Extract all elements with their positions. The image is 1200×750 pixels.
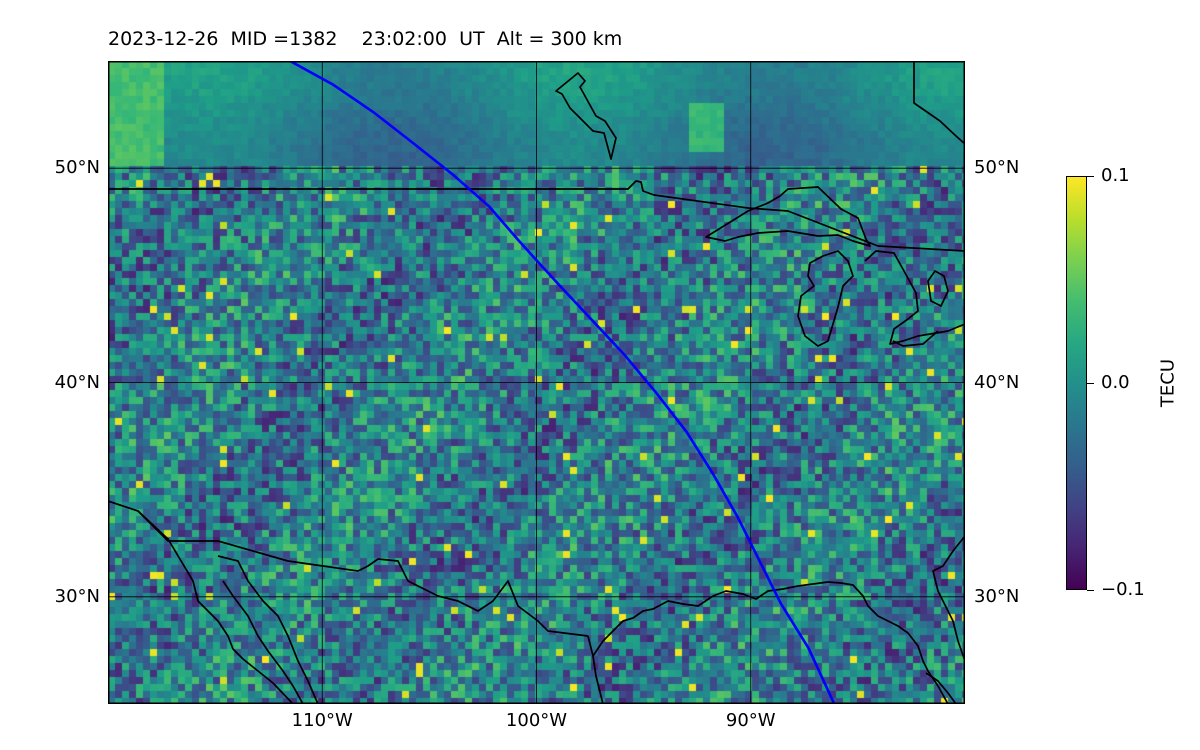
title-date: 2023-12-26 — [108, 28, 219, 50]
colorbar-tick-label: 0.0 — [1101, 372, 1130, 393]
lake-huron — [864, 250, 965, 345]
plot-title: 2023-12-26 MID =1382 23:02:00 UT Alt = 3… — [108, 28, 622, 50]
coastlines — [108, 61, 965, 704]
lat-label-left: 40°N — [54, 371, 100, 393]
lake-erie-ontario — [892, 330, 939, 347]
lat-label-right: 30°N — [974, 585, 1020, 607]
title-mid: MID =1382 — [230, 28, 338, 50]
title-time: 23:02:00 — [361, 28, 447, 50]
cuba-hint — [925, 672, 957, 704]
baja-coast — [108, 500, 294, 704]
colorbar — [1066, 176, 1087, 590]
satellite-track — [289, 61, 836, 704]
gulf-coast — [587, 581, 949, 704]
colorbar-tick — [1087, 383, 1094, 384]
colorbar-tick — [1087, 176, 1094, 177]
lon-label: 90°W — [725, 710, 776, 731]
hudson-bay-coast — [555, 72, 617, 160]
hudson-bay-east — [913, 61, 965, 145]
colorbar-tick-label: −0.1 — [1101, 579, 1145, 600]
map-border — [108, 61, 965, 704]
us-mexico-border — [108, 500, 589, 637]
colorbar-tick-label: 0.1 — [1101, 165, 1130, 186]
graticule — [108, 61, 965, 704]
lat-label-right: 40°N — [974, 371, 1020, 393]
colorbar-label: TECU — [1157, 358, 1179, 408]
title-alt: Alt = 300 km — [496, 28, 623, 50]
lon-label: 110°W — [291, 710, 353, 731]
lake-superior — [705, 186, 871, 247]
michigan-thumb — [927, 270, 949, 307]
lat-label-left: 30°N — [54, 585, 100, 607]
lat-label-right: 50°N — [974, 157, 1020, 179]
gulf-of-california — [222, 580, 304, 704]
colorbar-tick — [1087, 590, 1094, 591]
tec-map — [108, 61, 965, 704]
lat-label-left: 50°N — [54, 157, 100, 179]
lake-michigan — [797, 250, 854, 347]
title-ut: UT — [459, 28, 485, 50]
lon-label: 100°W — [505, 710, 568, 731]
map-overlay — [108, 61, 965, 704]
baja-inner — [217, 555, 319, 704]
us-canada-border — [108, 180, 965, 252]
florida-east — [932, 535, 965, 662]
